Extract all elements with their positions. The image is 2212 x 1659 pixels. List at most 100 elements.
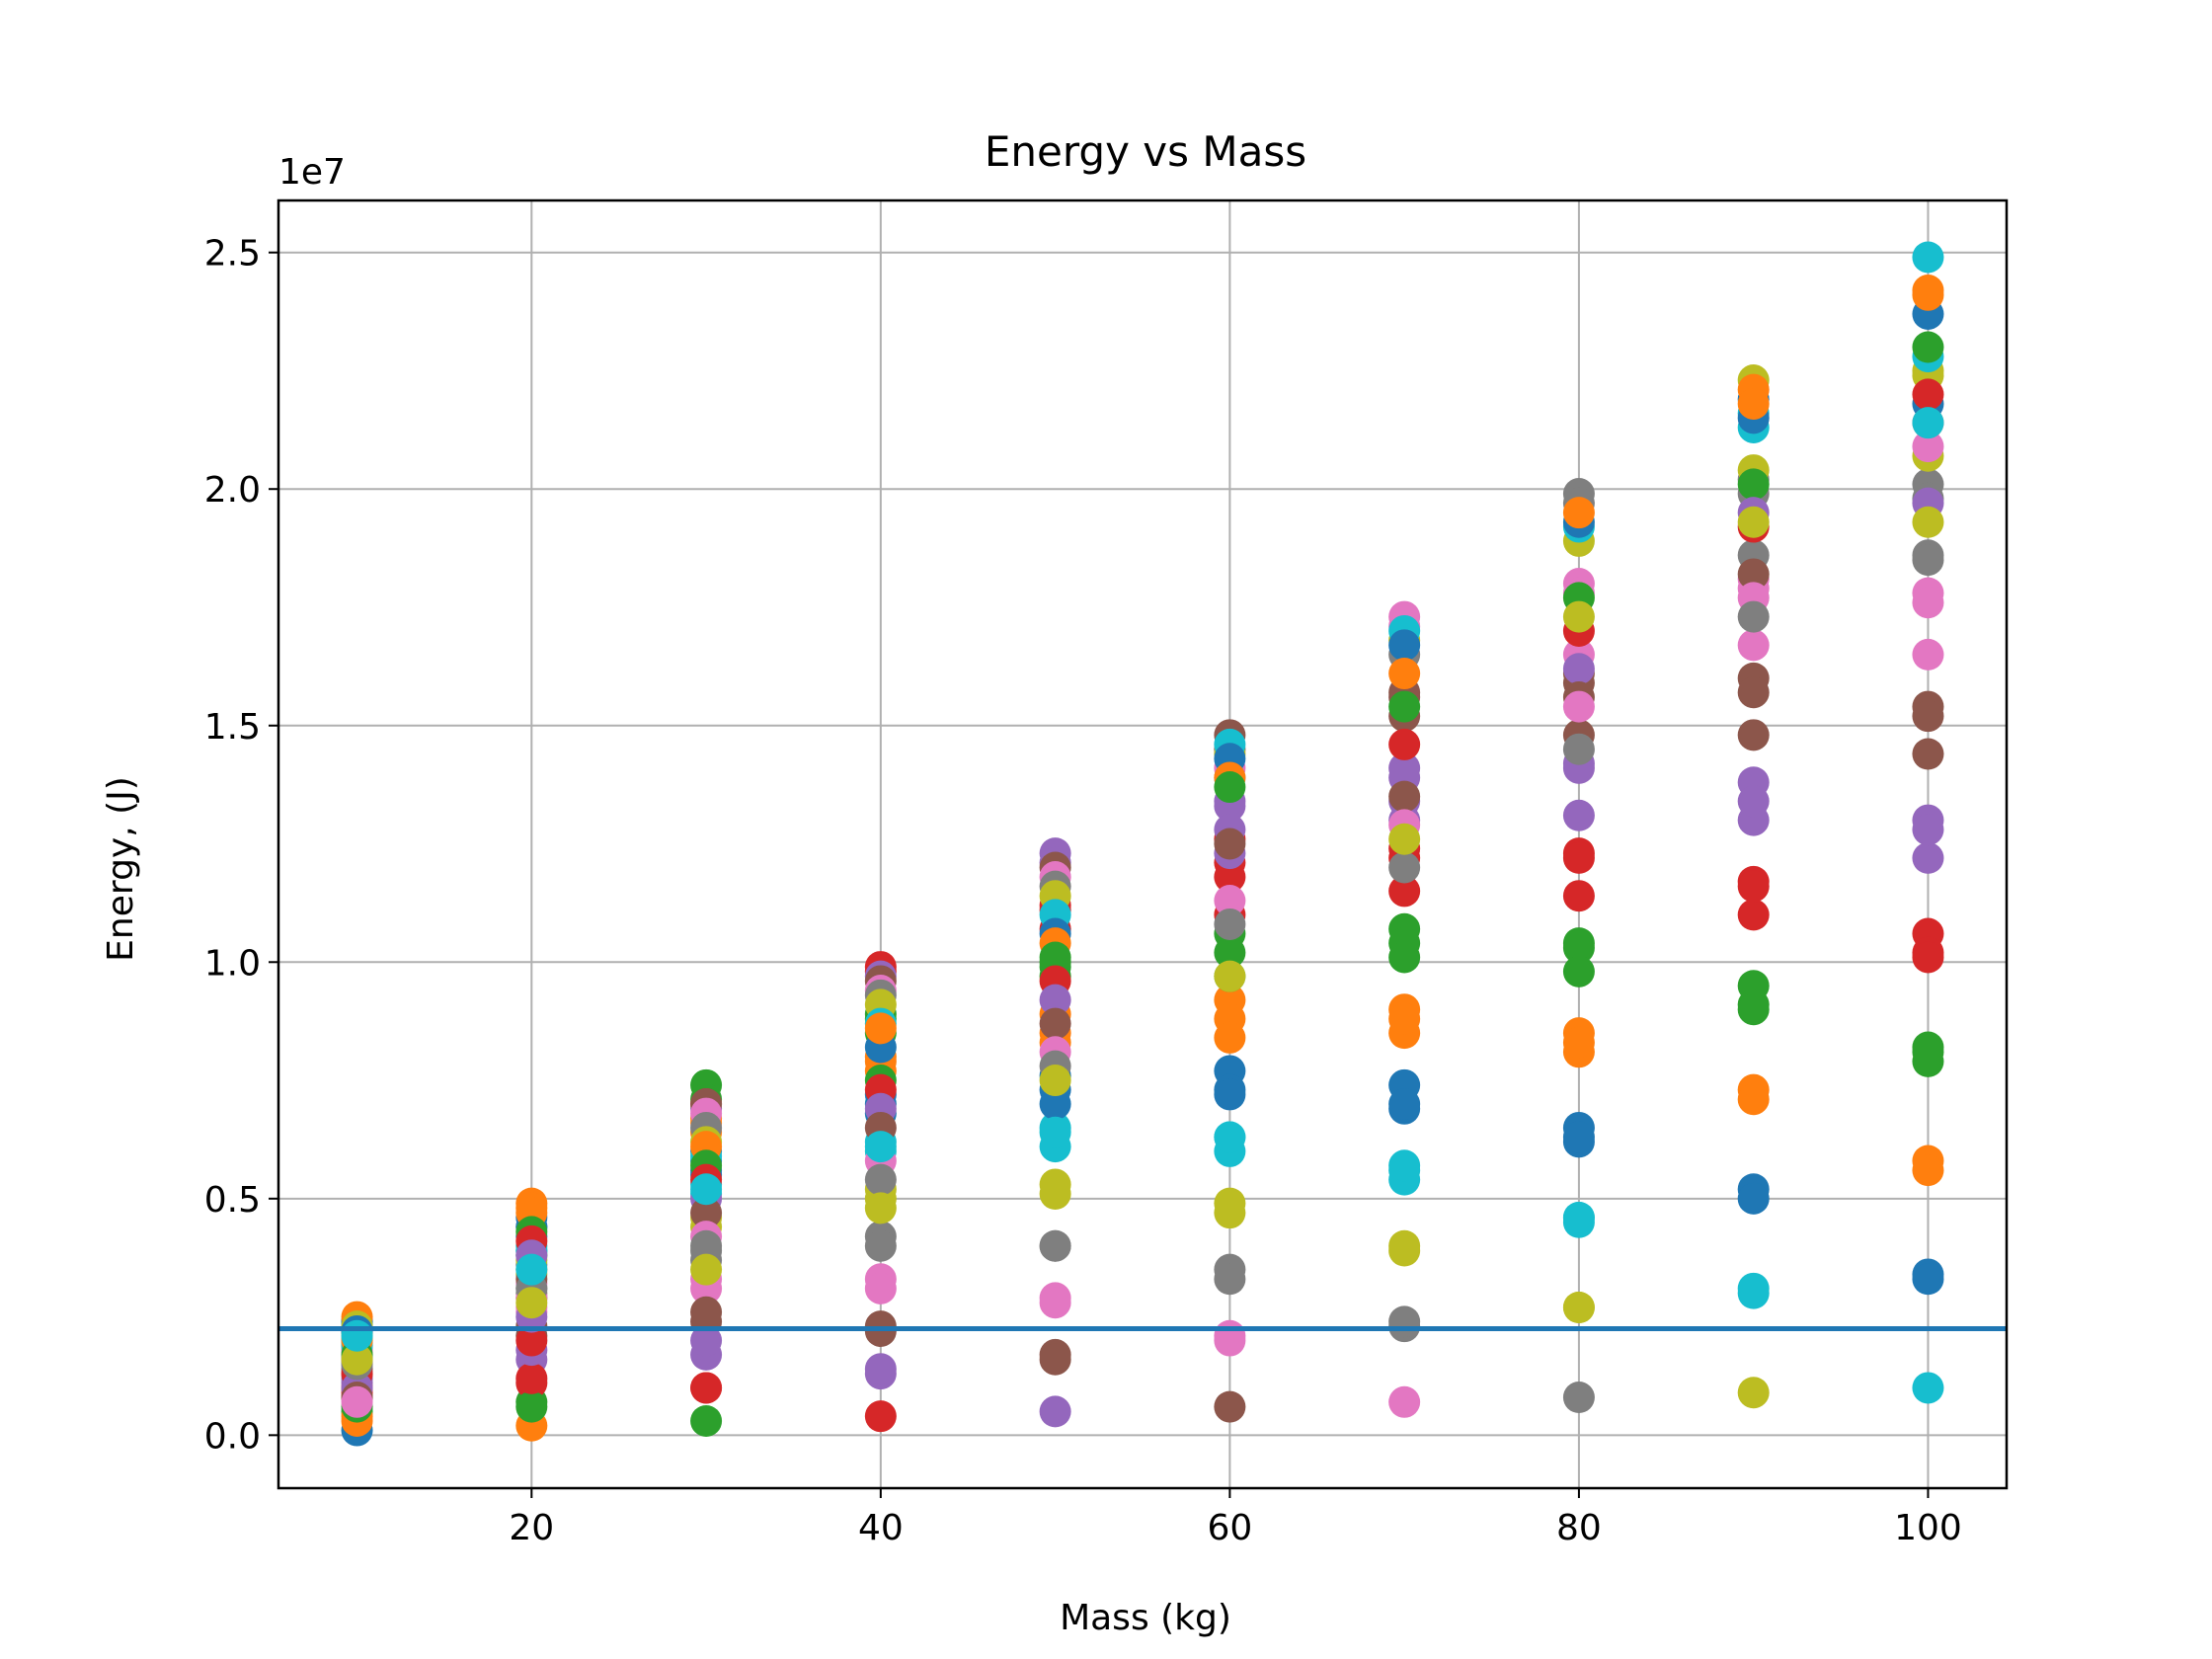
data-point (1214, 1121, 1246, 1153)
data-point (1737, 506, 1770, 538)
data-point (1214, 908, 1246, 940)
data-point (1388, 851, 1421, 884)
data-point (1737, 468, 1770, 501)
y-axis-ticks: 0.0 0.5 1.0 1.5 2.0 2.5 (204, 234, 278, 1457)
data-point (1388, 690, 1421, 723)
data-point (1562, 1026, 1595, 1059)
data-point (1562, 955, 1595, 988)
data-point (1039, 1395, 1071, 1428)
data-point (1039, 1343, 1071, 1376)
data-point (515, 1324, 548, 1357)
data-point (1912, 700, 1944, 733)
data-point (1737, 1377, 1770, 1409)
data-point (1562, 653, 1595, 685)
data-point (1912, 1263, 1944, 1296)
data-point (1039, 1065, 1071, 1097)
data-point (1912, 275, 1944, 307)
data-point (1737, 629, 1770, 662)
data-point (1039, 1229, 1071, 1262)
data-point (1214, 1197, 1246, 1229)
data-point (1214, 1319, 1246, 1352)
data-point (1912, 1036, 1944, 1068)
data-point (1562, 600, 1595, 633)
data-point (690, 1324, 723, 1357)
y-axis-label: Energy, (J) (101, 776, 141, 962)
data-point (1562, 799, 1595, 831)
data-point (1562, 841, 1595, 874)
data-point (1737, 676, 1770, 709)
data-point (690, 1197, 723, 1229)
data-point (1214, 828, 1246, 860)
data-point (1912, 431, 1944, 463)
data-point (690, 1296, 723, 1328)
y-tick-label: 2.5 (204, 234, 261, 275)
data-point (515, 1253, 548, 1286)
data-point (690, 1173, 723, 1206)
y-axis-offset-label: 1e7 (278, 152, 346, 193)
y-tick-label: 1.0 (204, 943, 261, 984)
data-point (864, 1400, 897, 1433)
y-tick-label: 0.0 (204, 1416, 261, 1457)
data-point (1562, 1201, 1595, 1233)
data-point (864, 1353, 897, 1385)
data-point (690, 1372, 723, 1404)
data-point (1562, 1291, 1595, 1323)
data-point (1912, 941, 1944, 974)
data-point (1737, 870, 1770, 903)
y-tick-label: 0.5 (204, 1180, 261, 1221)
data-point (690, 1229, 723, 1262)
y-tick-label: 1.5 (204, 707, 261, 748)
data-point (1912, 1154, 1944, 1187)
data-point (1912, 506, 1944, 538)
data-point (1039, 1088, 1071, 1121)
x-tick-label: 40 (858, 1508, 904, 1548)
data-point (1388, 728, 1421, 760)
data-point (515, 1287, 548, 1319)
data-point (864, 1229, 897, 1262)
plot-area-frame (276, 198, 2009, 1490)
data-point (1214, 960, 1246, 992)
x-axis-label: Mass (kg) (1060, 1598, 1231, 1638)
data-point (864, 1272, 897, 1304)
x-tick-label: 100 (1894, 1508, 1962, 1548)
data-point (1388, 1305, 1421, 1338)
data-point (1737, 1182, 1770, 1215)
data-point (1562, 733, 1595, 765)
data-point (1214, 861, 1246, 894)
data-point (1388, 780, 1421, 813)
data-point (1912, 331, 1944, 363)
y-tick-label: 2.0 (204, 470, 261, 511)
data-point (1388, 823, 1421, 855)
data-point (864, 1163, 897, 1196)
data-point (341, 1343, 373, 1376)
data-point (1214, 936, 1246, 969)
data-point (1737, 1083, 1770, 1116)
data-point (690, 1253, 723, 1286)
data-point (1388, 1385, 1421, 1418)
data-point (1562, 1121, 1595, 1153)
data-point (1214, 1021, 1246, 1054)
chart-title: Energy vs Mass (985, 127, 1306, 176)
data-point (1388, 629, 1421, 662)
data-point (864, 1192, 897, 1224)
data-point (1912, 378, 1944, 411)
data-point (1912, 407, 1944, 439)
data-point (515, 1362, 548, 1394)
data-point (1388, 658, 1421, 690)
data-point (1737, 785, 1770, 818)
data-point (1388, 1002, 1421, 1035)
data-point (1737, 558, 1770, 591)
data-point (1388, 875, 1421, 908)
data-point (1912, 241, 1944, 274)
data-point (341, 1385, 373, 1418)
data-point (1912, 814, 1944, 846)
data-point (1039, 941, 1071, 974)
data-point (1562, 880, 1595, 912)
data-point (1562, 497, 1595, 529)
data-point (1912, 544, 1944, 577)
x-tick-label: 60 (1207, 1508, 1252, 1548)
data-point (864, 1012, 897, 1045)
data-point (1737, 387, 1770, 420)
data-point (1912, 638, 1944, 671)
data-point (1562, 927, 1595, 960)
